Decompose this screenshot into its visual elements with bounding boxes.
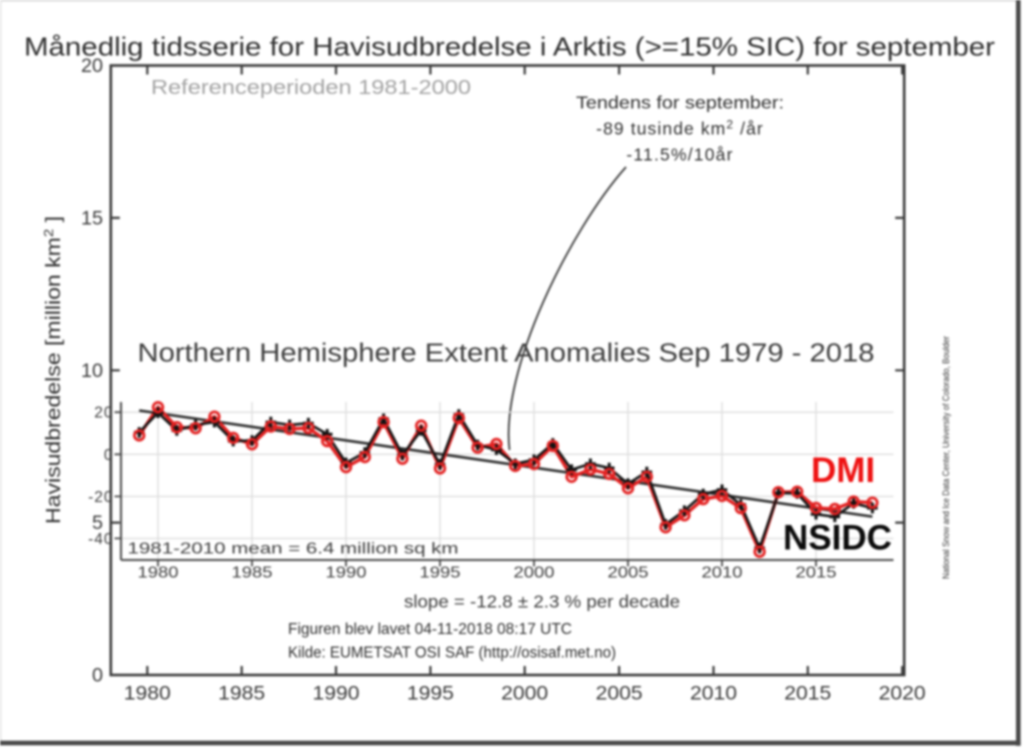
svg-text:1985: 1985 <box>232 565 273 582</box>
svg-text:NSIDC: NSIDC <box>783 519 892 558</box>
svg-text:1990: 1990 <box>313 684 360 705</box>
svg-text:2005: 2005 <box>596 684 643 705</box>
svg-text:2010: 2010 <box>690 684 737 705</box>
svg-text:Referenceperioden 1981-2000: Referenceperioden 1981-2000 <box>151 76 471 99</box>
svg-text:0: 0 <box>92 666 103 687</box>
svg-text:Figuren blev lavet 04-11-2018: Figuren blev lavet 04-11-2018 08:17 UTC <box>288 621 572 638</box>
svg-text:slope = -12.8 ± 2.3 % per deca: slope = -12.8 ± 2.3 % per decade <box>404 592 680 612</box>
svg-text:1981-2010 mean = 6.4 million s: 1981-2010 mean = 6.4 million sq km <box>128 541 459 558</box>
svg-text:Northern Hemisphere Extent Ano: Northern Hemisphere Extent Anomalies Sep… <box>138 340 875 368</box>
svg-text:2020: 2020 <box>879 684 926 705</box>
svg-text:2015: 2015 <box>796 565 837 582</box>
svg-text:DMI: DMI <box>811 451 875 490</box>
svg-text:10: 10 <box>81 361 103 382</box>
svg-text:1995: 1995 <box>407 684 454 705</box>
svg-text:Havisudbredelse [million km2 ]: Havisudbredelse [million km2 ] <box>41 216 65 524</box>
svg-text:Tendens for september:: Tendens for september: <box>576 93 784 113</box>
svg-text:2015: 2015 <box>784 684 831 705</box>
svg-text:1980: 1980 <box>124 684 171 705</box>
svg-text:2000: 2000 <box>501 684 548 705</box>
svg-text:-11.5%/10år: -11.5%/10år <box>626 145 733 165</box>
svg-text:15: 15 <box>81 208 103 229</box>
svg-text:-20: -20 <box>88 489 113 506</box>
svg-text:-89 tusinde km2 /år: -89 tusinde km2 /år <box>596 118 764 139</box>
svg-text:-40: -40 <box>88 531 113 548</box>
svg-text:1980: 1980 <box>138 565 179 582</box>
svg-text:1990: 1990 <box>326 565 367 582</box>
svg-text:1995: 1995 <box>420 565 461 582</box>
svg-text:Månedlig tidsserie for Havisud: Månedlig tidsserie for Havisudbredelse i… <box>24 32 995 62</box>
svg-text:20: 20 <box>94 405 113 422</box>
svg-text:1985: 1985 <box>218 684 265 705</box>
svg-text:0: 0 <box>104 447 114 464</box>
svg-text:Kilde: EUMETSAT OSI SAF (http:: Kilde: EUMETSAT OSI SAF (http://osisaf.m… <box>288 645 616 662</box>
svg-text:2010: 2010 <box>702 565 743 582</box>
svg-text:20: 20 <box>81 56 103 77</box>
svg-text:2000: 2000 <box>514 565 555 582</box>
svg-text:5: 5 <box>92 513 103 534</box>
svg-text:National Snow and Ice Data Cen: National Snow and Ice Data Center, Unive… <box>941 336 951 579</box>
svg-text:2005: 2005 <box>608 565 649 582</box>
